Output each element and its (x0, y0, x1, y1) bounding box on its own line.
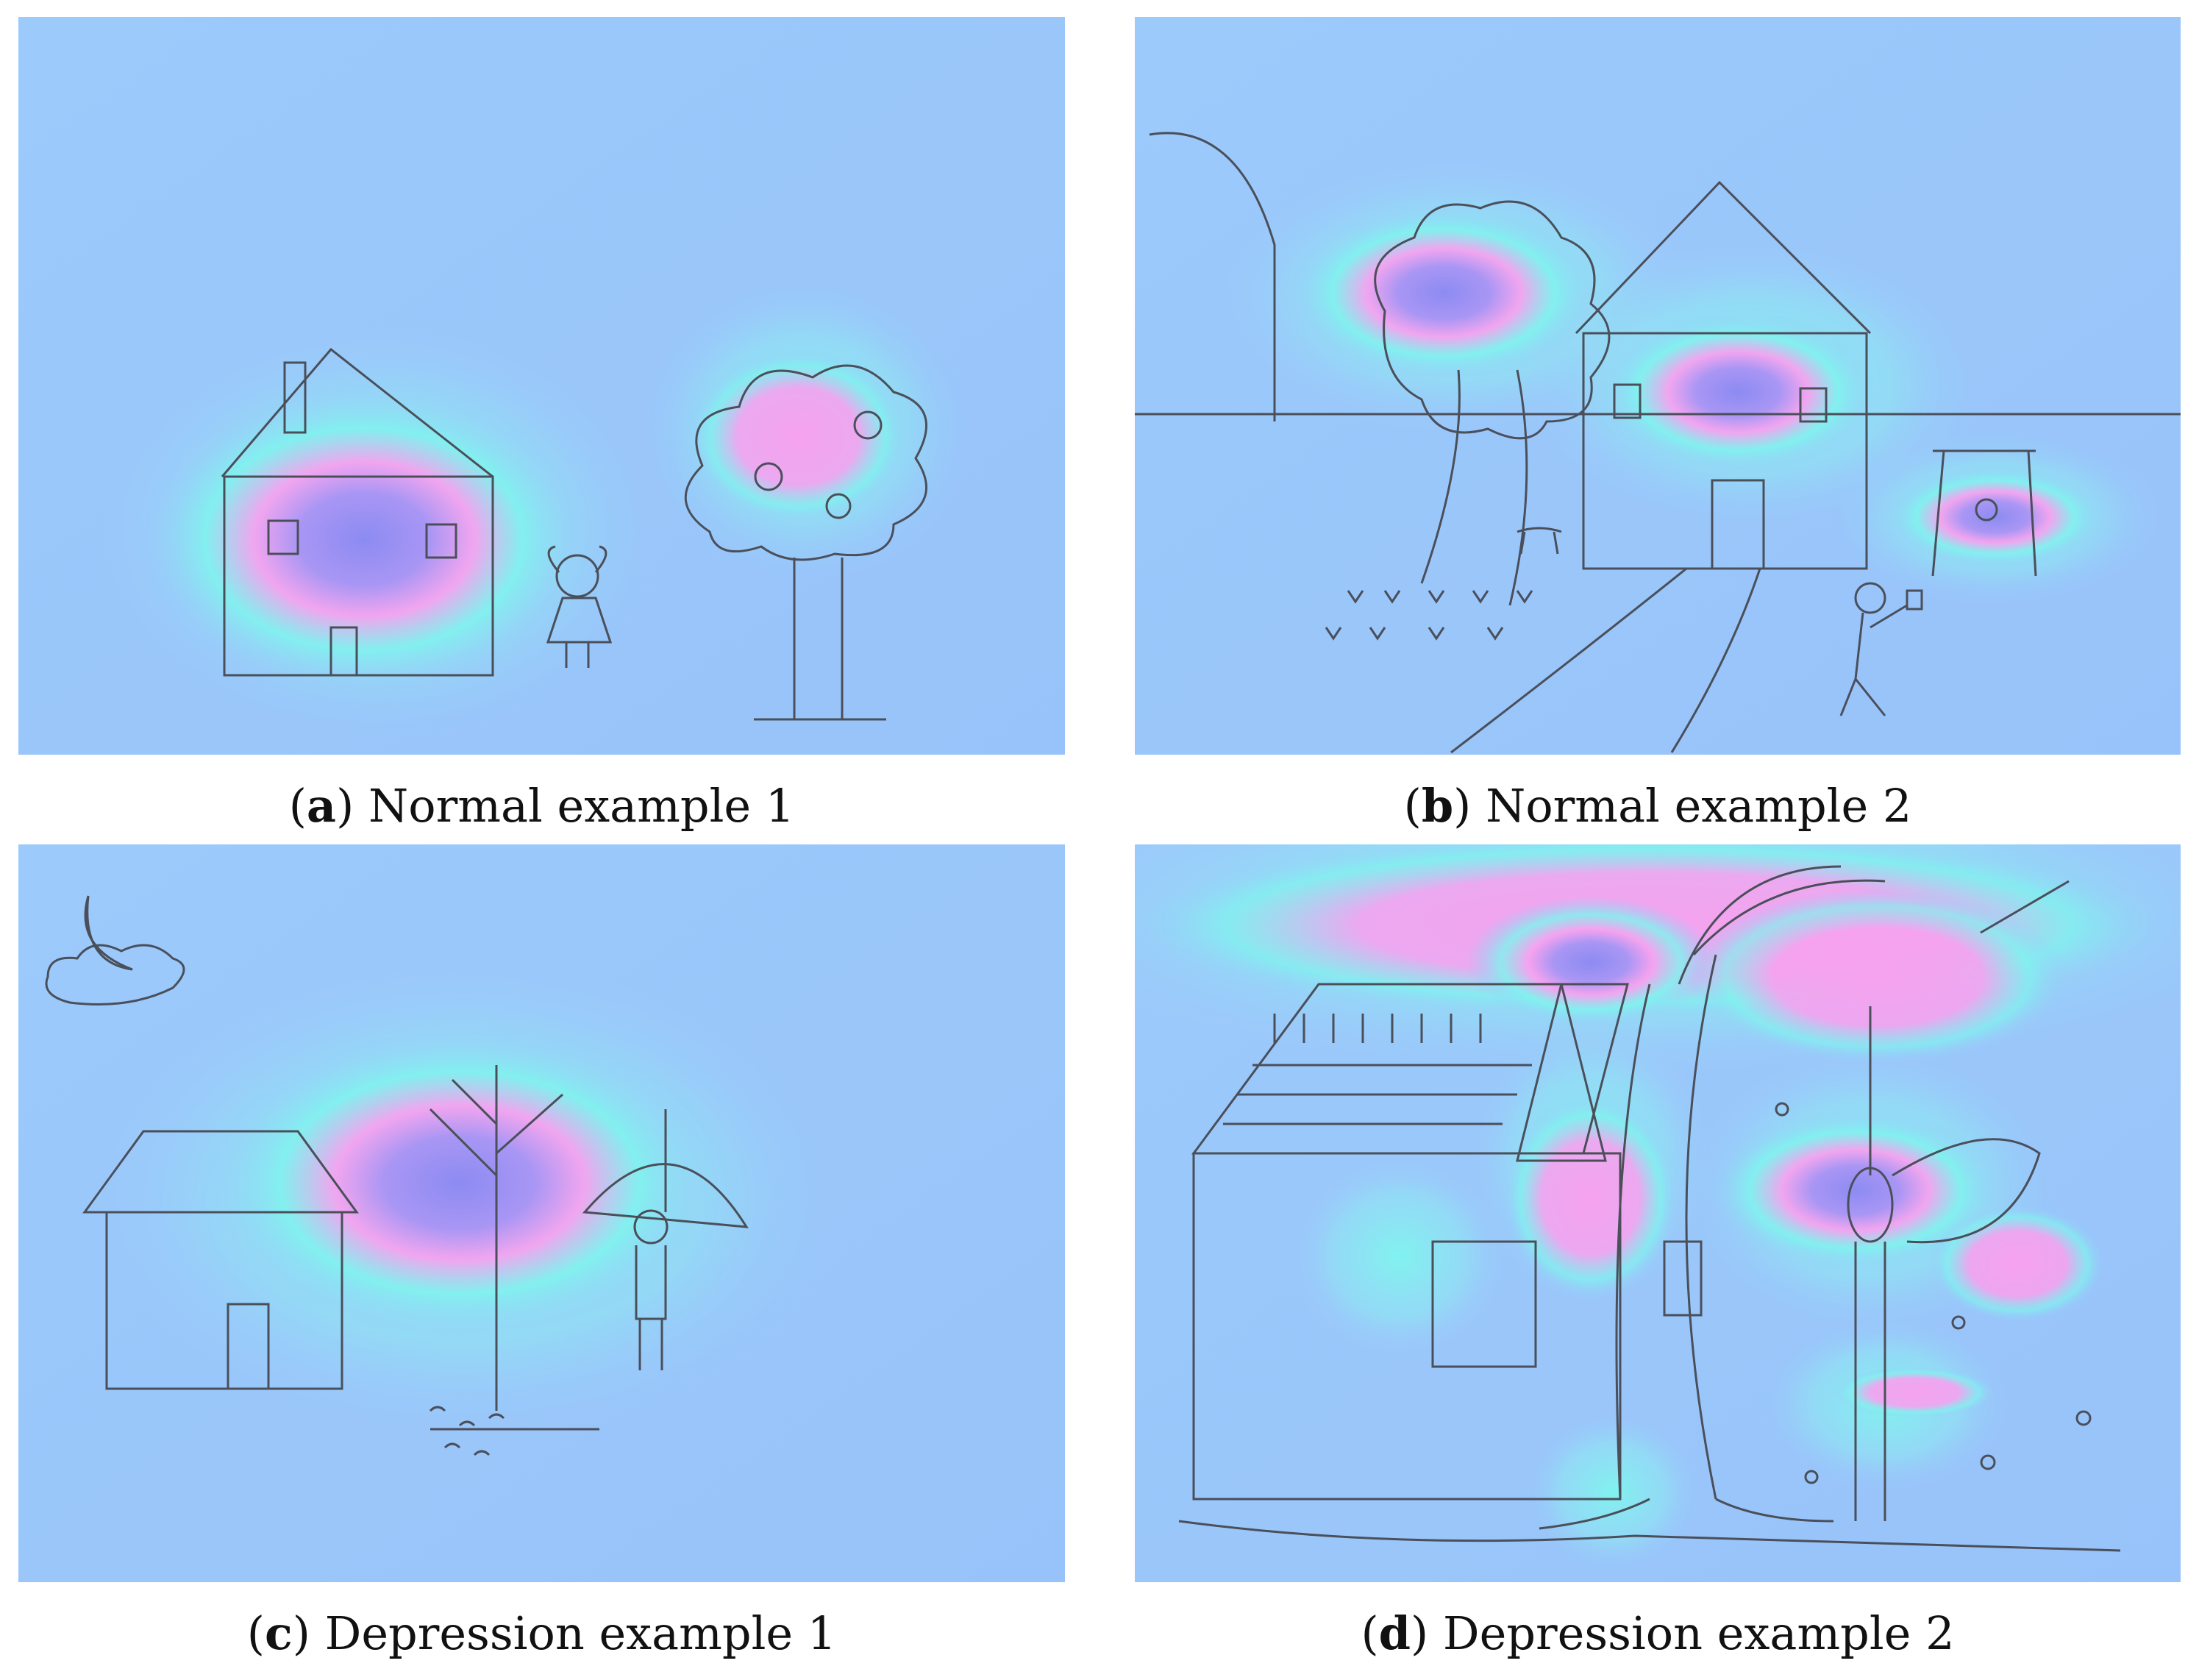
heatmap-panel-d (1135, 844, 2181, 1582)
panel-b-caption: (b) Normal example 2 (1403, 779, 1912, 833)
heatmap-panel-a (18, 17, 1065, 755)
panel-d-caption: (d) Depression example 2 (1361, 1606, 1955, 1660)
heatmap-panel-b (1135, 17, 2181, 755)
panel-d-caption-text: Depression example 2 (1442, 1606, 1955, 1660)
panel-d-letter: d (1378, 1606, 1411, 1660)
panel-b-letter: b (1421, 779, 1454, 833)
panel-a-letter: a (306, 779, 337, 833)
panel-c-caption: (c) Depression example 1 (246, 1606, 837, 1660)
panel-b-caption-text: Normal example 2 (1486, 779, 1912, 833)
panel-a-caption-text: Normal example 1 (368, 779, 795, 833)
heatmap-panel-c (18, 844, 1065, 1582)
panel-c-letter: c (264, 1606, 293, 1660)
panel-a-caption: (a) Normal example 1 (288, 779, 795, 833)
panel-c-caption-text: Depression example 1 (324, 1606, 837, 1660)
